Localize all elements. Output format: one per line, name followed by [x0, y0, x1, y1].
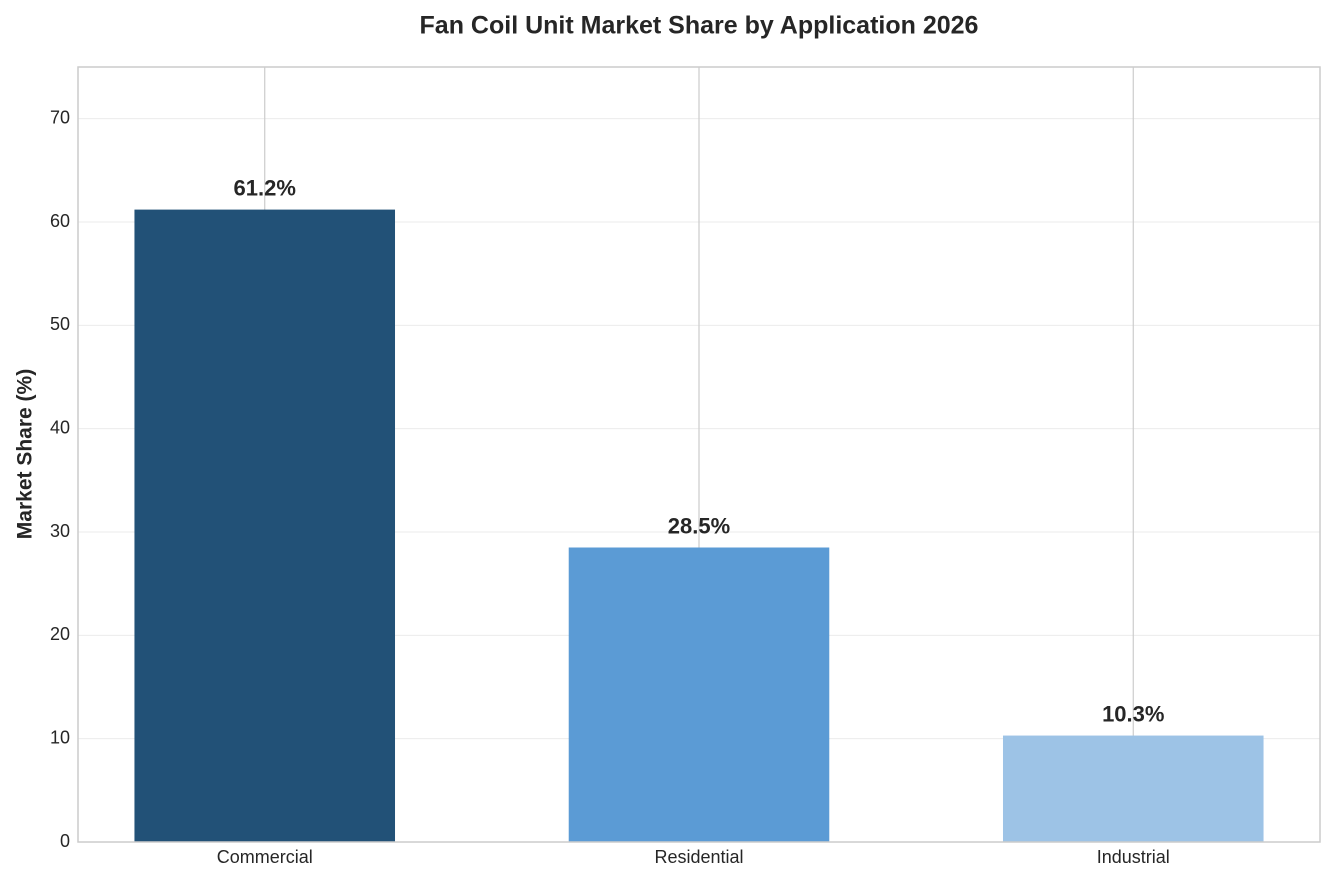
- y-tick-label: 70: [50, 107, 70, 127]
- value-label: 28.5%: [668, 513, 730, 538]
- y-axis-label: Market Share (%): [14, 369, 37, 539]
- bar: [1002, 735, 1264, 842]
- x-tick-label: Industrial: [1097, 847, 1170, 867]
- y-tick-label: 0: [60, 831, 70, 851]
- y-tick-label: 50: [50, 314, 70, 334]
- x-tick-label: Commercial: [217, 847, 313, 867]
- y-tick-label: 40: [50, 417, 70, 437]
- plot-frame: [77, 66, 1321, 843]
- bar: [568, 547, 830, 842]
- chart-title: Fan Coil Unit Market Share by Applicatio…: [420, 12, 979, 40]
- y-tick-label: 60: [50, 211, 70, 231]
- y-tick-label: 20: [50, 624, 70, 644]
- bar: [134, 209, 396, 843]
- y-tick-label: 30: [50, 521, 70, 541]
- value-label: 10.3%: [1102, 701, 1164, 726]
- x-tick-label: Residential: [654, 847, 743, 867]
- value-label: 61.2%: [234, 175, 296, 200]
- y-tick-label: 10: [50, 727, 70, 747]
